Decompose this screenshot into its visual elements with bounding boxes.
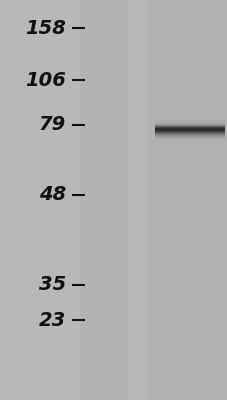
- Bar: [154, 124, 224, 125]
- Bar: [154, 136, 224, 137]
- Bar: [154, 132, 224, 133]
- Bar: [154, 125, 224, 126]
- Bar: [154, 127, 224, 128]
- Bar: [154, 129, 224, 130]
- Bar: [154, 123, 224, 124]
- Bar: [154, 140, 224, 141]
- Text: 79: 79: [39, 116, 66, 134]
- Text: 48: 48: [39, 186, 66, 204]
- Bar: [154, 132, 224, 133]
- Text: 35: 35: [39, 276, 66, 294]
- Bar: [154, 134, 224, 135]
- Bar: [154, 123, 224, 124]
- Bar: [154, 125, 224, 126]
- Bar: [154, 122, 224, 123]
- Bar: [154, 125, 224, 126]
- Bar: [154, 126, 224, 127]
- Bar: [154, 130, 224, 131]
- Bar: [154, 137, 224, 138]
- Bar: [154, 136, 224, 137]
- Bar: [154, 128, 224, 129]
- Bar: [154, 130, 224, 131]
- Bar: [154, 128, 224, 129]
- Bar: [154, 136, 224, 137]
- Bar: [154, 126, 224, 127]
- Bar: [127, 0, 147, 400]
- Bar: [154, 138, 224, 139]
- Bar: [154, 127, 224, 128]
- Bar: [154, 121, 224, 122]
- Bar: [154, 124, 224, 125]
- Bar: [154, 131, 224, 132]
- Bar: [154, 131, 224, 132]
- Bar: [154, 133, 224, 134]
- Bar: [154, 135, 224, 136]
- Bar: [154, 132, 224, 133]
- Bar: [154, 120, 224, 121]
- Text: 106: 106: [25, 70, 66, 90]
- Bar: [154, 141, 224, 142]
- Text: 158: 158: [25, 18, 66, 38]
- Bar: [154, 134, 224, 135]
- Bar: [154, 139, 224, 140]
- Bar: [154, 133, 224, 134]
- Bar: [154, 120, 224, 121]
- Bar: [154, 129, 224, 130]
- Bar: [154, 128, 224, 129]
- Bar: [154, 138, 224, 139]
- Bar: [154, 122, 224, 123]
- Bar: [154, 131, 224, 132]
- Bar: [154, 130, 224, 131]
- Bar: [154, 133, 224, 134]
- Text: 23: 23: [39, 310, 66, 330]
- Bar: [147, 0, 227, 400]
- Bar: [154, 135, 224, 136]
- Bar: [154, 124, 224, 125]
- Bar: [154, 129, 224, 130]
- Bar: [154, 119, 224, 120]
- Bar: [154, 126, 224, 127]
- Bar: [154, 125, 224, 126]
- Bar: [154, 135, 224, 136]
- Bar: [154, 127, 224, 128]
- Bar: [80, 0, 127, 400]
